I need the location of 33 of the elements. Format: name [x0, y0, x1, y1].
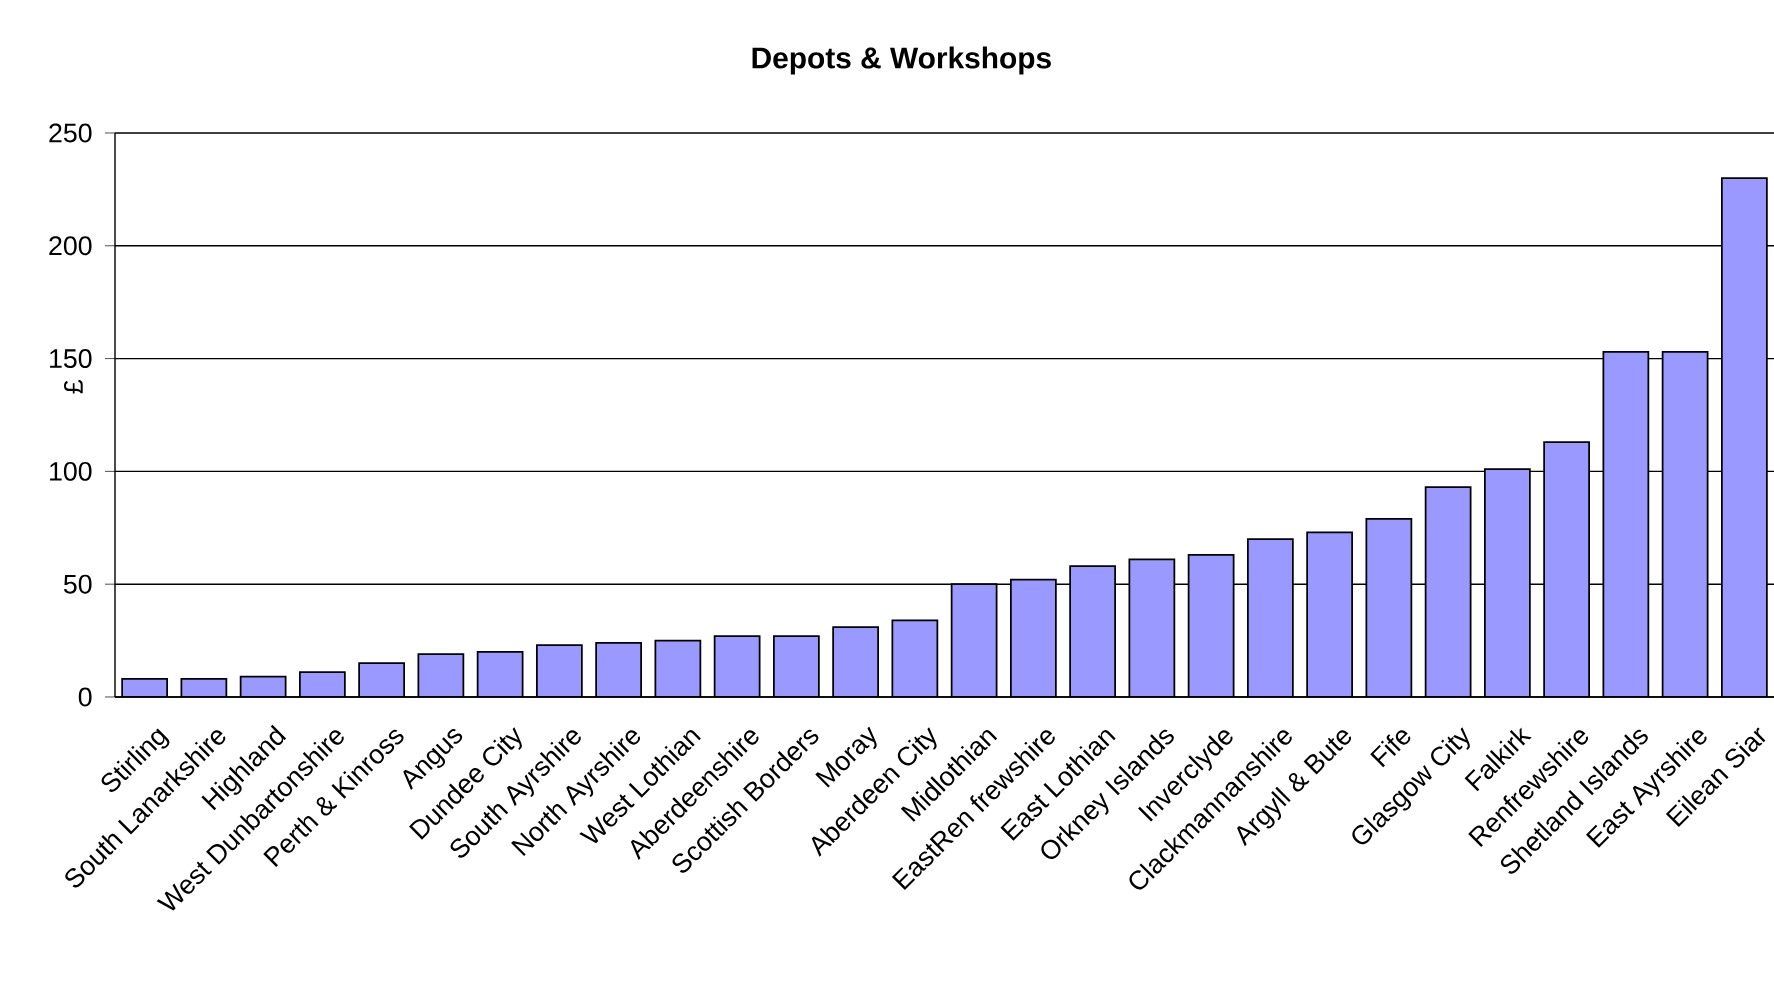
- x-tick-label: Fife: [1370, 730, 1411, 768]
- y-tick-label: 50: [63, 574, 92, 594]
- bar: [773, 636, 819, 697]
- bar: [1484, 469, 1530, 697]
- bar: [1662, 351, 1708, 697]
- y-axis-title: £: [64, 379, 83, 394]
- bar: [1307, 532, 1353, 697]
- y-tick-label: 200: [49, 236, 92, 256]
- bar: [892, 620, 938, 697]
- bar: [477, 651, 523, 697]
- bar: [714, 636, 760, 697]
- bar: [1366, 518, 1412, 697]
- bar: [1010, 579, 1056, 697]
- y-tick-label: 0: [78, 687, 92, 707]
- bar: [1129, 559, 1175, 697]
- bar: [655, 640, 701, 697]
- bar: [1425, 487, 1471, 697]
- bar: [418, 654, 464, 697]
- y-tick-label: 150: [50, 349, 92, 369]
- y-tick-label: 250: [49, 123, 92, 143]
- y-tick-label: 100: [50, 461, 92, 481]
- bar: [536, 645, 582, 697]
- bar: [1720, 177, 1768, 697]
- bar: [596, 642, 642, 697]
- bar: [1603, 351, 1649, 697]
- bar: [951, 584, 997, 697]
- bar: [1247, 539, 1293, 697]
- bar: [833, 627, 879, 697]
- bar: [359, 663, 405, 697]
- bar: [1070, 566, 1116, 697]
- bar: [1544, 442, 1590, 697]
- bar: [1188, 554, 1234, 697]
- chart-title: Depots & Workshops: [752, 46, 1051, 75]
